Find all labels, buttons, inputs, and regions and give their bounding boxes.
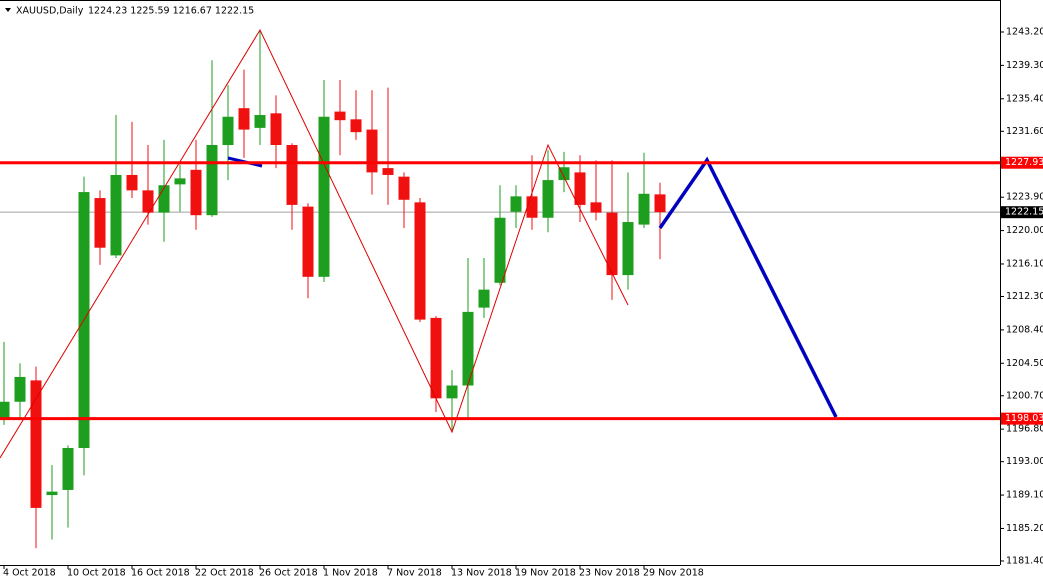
x-tick-label: 1 Nov 2018	[323, 568, 378, 579]
quote: 1224.23 1225.59 1216.67 1222.15	[88, 6, 254, 17]
candle-body	[542, 180, 554, 218]
candle-body	[606, 212, 618, 276]
candle-body	[62, 447, 74, 490]
x-tick-label: 22 Oct 2018	[195, 568, 254, 579]
y-tick-label: 1216.10	[1006, 258, 1043, 269]
candle-body	[0, 401, 10, 420]
y-tick-label: 1235.40	[1006, 93, 1043, 104]
y-tick-label: 1200.70	[1006, 390, 1043, 401]
candle-body	[430, 317, 442, 399]
y-tick-label: 1231.60	[1006, 126, 1043, 137]
candle-body	[382, 168, 394, 175]
candle-body	[622, 222, 634, 276]
price-label: 1227.93	[1005, 157, 1043, 168]
y-tick-label: 1243.20	[1006, 27, 1043, 38]
x-tick-label: 10 Oct 2018	[67, 568, 126, 579]
price-label-box	[1001, 412, 1043, 425]
candle-body	[238, 108, 250, 130]
candle-body	[158, 185, 170, 213]
candle-body	[494, 217, 506, 283]
candle-body	[174, 178, 186, 185]
y-tick-label: 1185.20	[1006, 523, 1043, 534]
candle-body	[286, 144, 298, 205]
candle-body	[414, 202, 426, 320]
candle-body	[462, 311, 474, 386]
candle-body	[302, 206, 314, 277]
candle-body	[350, 119, 362, 133]
candle-body	[142, 190, 154, 213]
x-tick-label: 4 Oct 2018	[3, 568, 56, 579]
y-tick-label: 1220.00	[1006, 225, 1043, 236]
price-label: 1222.15	[1005, 207, 1043, 218]
y-tick-label: 1212.30	[1006, 291, 1043, 302]
candle-body	[510, 196, 522, 212]
x-tick-label: 16 Oct 2018	[131, 568, 190, 579]
y-tick-label: 1204.50	[1006, 358, 1043, 369]
x-tick-label: 19 Nov 2018	[515, 568, 576, 579]
candle-body	[558, 167, 570, 181]
candle-body	[526, 196, 538, 218]
x-tick-label: 23 Nov 2018	[579, 568, 640, 579]
x-tick-label: 13 Nov 2018	[451, 568, 512, 579]
projection	[658, 156, 838, 418]
y-tick-label: 1239.30	[1006, 60, 1043, 71]
candle-body	[590, 202, 602, 213]
candle-body	[30, 380, 42, 508]
symbol: XAUUSD,Daily	[16, 6, 84, 17]
y-tick-label: 1223.90	[1006, 192, 1043, 203]
price-label-box	[1001, 156, 1043, 169]
candle-body	[366, 129, 378, 173]
candle-body	[126, 174, 138, 191]
zigzag	[0, 28, 629, 459]
y-tick-label: 1208.40	[1006, 324, 1043, 335]
candle-body	[270, 113, 282, 145]
candle-body	[46, 491, 58, 496]
candle-body	[110, 174, 122, 256]
candle-body	[254, 115, 266, 128]
candle-body	[638, 193, 650, 225]
price-label: 1198.03	[1005, 413, 1043, 424]
y-tick-label: 1189.10	[1006, 490, 1043, 501]
candle-body	[478, 289, 490, 308]
candle-body	[190, 169, 202, 216]
y-tick-label: 1181.40	[1006, 555, 1043, 566]
candle-body	[14, 376, 26, 402]
candle-body	[334, 111, 346, 121]
candle-body	[94, 198, 106, 248]
header-icon	[5, 8, 11, 12]
candle-body	[654, 194, 666, 213]
candle-body	[318, 116, 330, 277]
candle-body	[206, 144, 218, 216]
candle-body	[574, 172, 586, 205]
x-tick-label: 29 Nov 2018	[643, 568, 704, 579]
x-tick-label: 7 Nov 2018	[387, 568, 442, 579]
y-tick-label: 1196.80	[1006, 424, 1043, 435]
candle-body	[398, 176, 410, 200]
y-tick-label: 1193.00	[1006, 456, 1043, 467]
candle-body	[446, 385, 458, 399]
price-label-box	[1001, 206, 1043, 219]
x-tick-label: 26 Oct 2018	[259, 568, 318, 579]
candle-body	[222, 116, 234, 145]
